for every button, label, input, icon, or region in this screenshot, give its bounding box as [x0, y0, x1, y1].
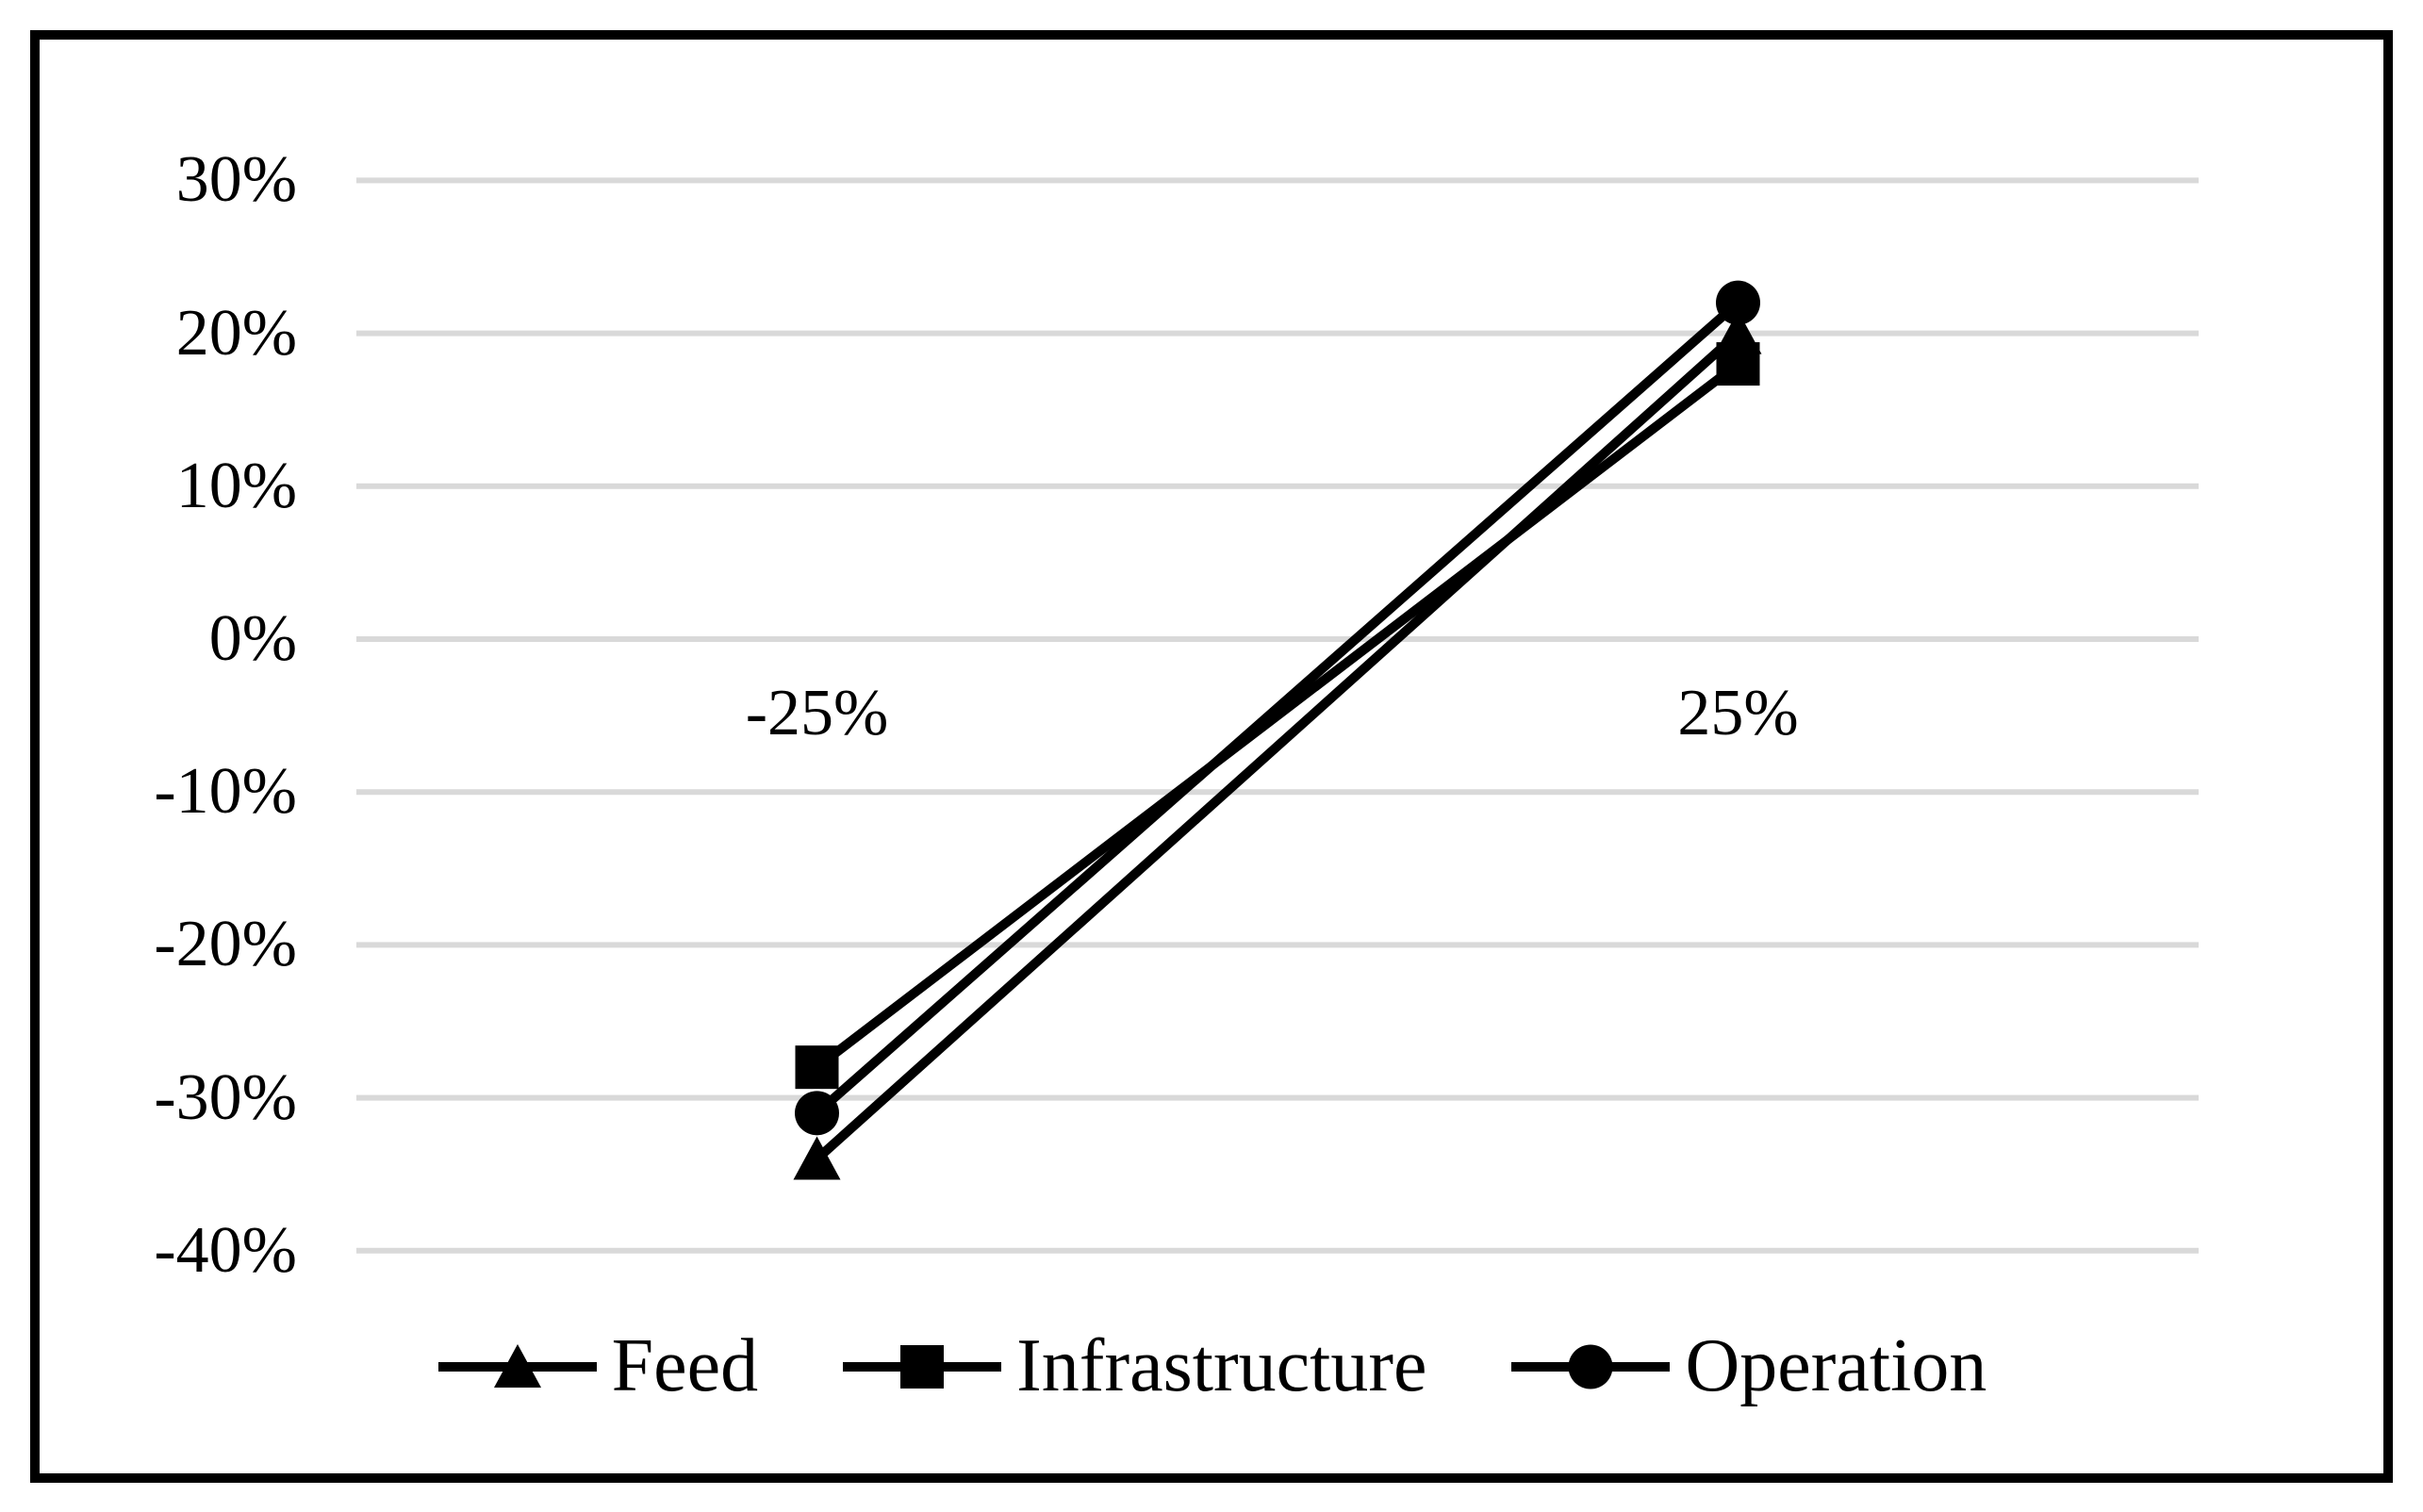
chart-frame-border	[30, 30, 2393, 1483]
legend: Feed Infrastructure Operation	[0, 1323, 2423, 1409]
legend-label-operation: Operation	[1685, 1324, 1987, 1407]
series-line	[814, 329, 1741, 1163]
x-axis-tick-label: -25%	[745, 677, 889, 749]
y-axis-tick-label: 30%	[175, 143, 297, 217]
legend-item-infrastructure: Infrastructure	[841, 1323, 1426, 1409]
triangle-marker-icon	[437, 1344, 597, 1388]
circle-marker-icon	[795, 1091, 839, 1136]
y-axis-tick-label: 20%	[175, 296, 297, 370]
square-marker-icon	[843, 1345, 1002, 1389]
y-axis-tick-label: -30%	[154, 1060, 297, 1134]
square-marker-icon	[795, 1045, 839, 1090]
y-axis-tick-label: 10%	[175, 449, 297, 522]
circle-marker-icon	[1716, 280, 1760, 325]
x-axis-tick-label: 25%	[1677, 677, 1799, 749]
triangle-marker-icon	[793, 1136, 841, 1180]
y-axis-tick-label: -40%	[154, 1213, 297, 1287]
y-axis-tick-label: -10%	[154, 755, 297, 829]
circle-marker-icon	[1511, 1344, 1671, 1389]
y-axis-tick-label: -20%	[154, 908, 297, 981]
legend-label-feed: Feed	[611, 1324, 759, 1407]
series-line	[814, 299, 1741, 1117]
series-line	[814, 360, 1741, 1072]
legend-item-feed: Feed	[437, 1323, 759, 1409]
square-marker-icon	[1716, 342, 1760, 386]
legend-item-operation: Operation	[1509, 1323, 1986, 1409]
legend-label-infrastructure: Infrastructure	[1016, 1324, 1427, 1407]
y-axis-tick-label: 0%	[208, 602, 297, 675]
